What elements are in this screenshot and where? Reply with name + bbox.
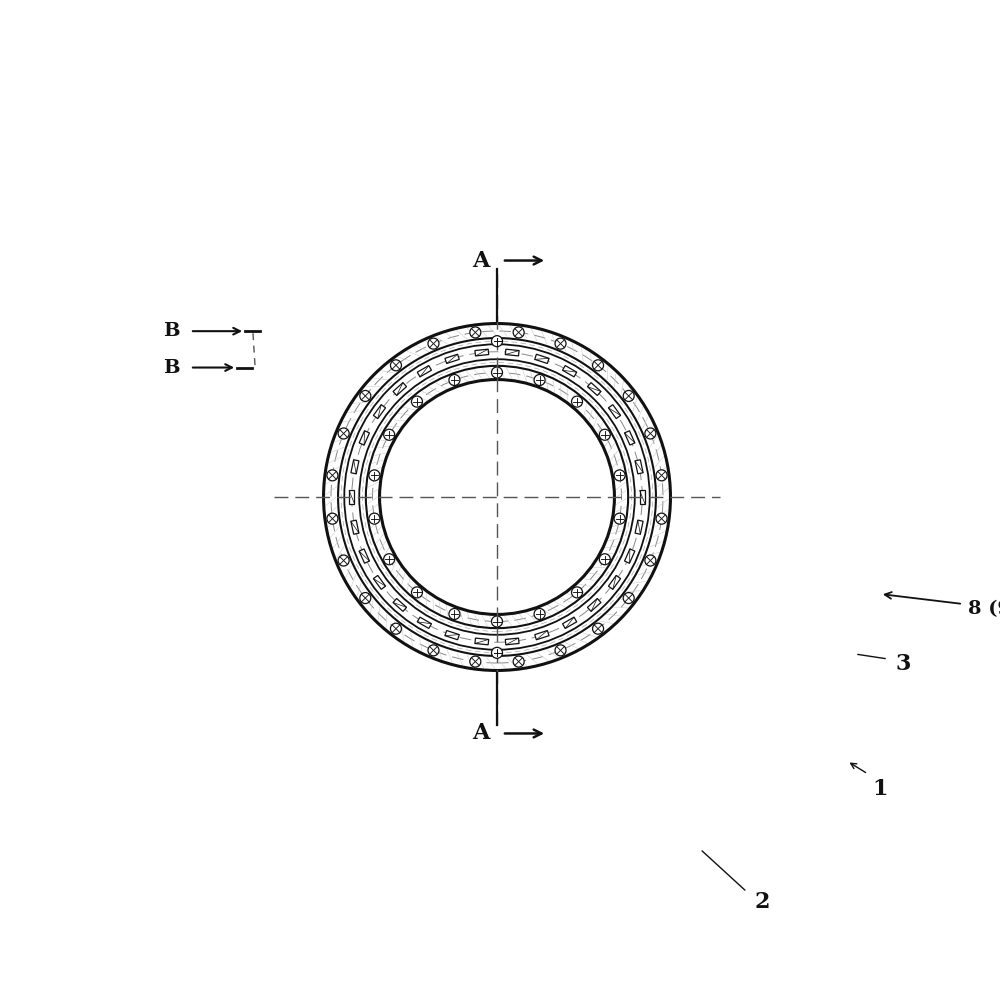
Polygon shape	[640, 490, 645, 504]
Circle shape	[623, 592, 634, 603]
Circle shape	[449, 608, 460, 619]
Circle shape	[593, 360, 604, 371]
Circle shape	[492, 367, 503, 378]
Text: A: A	[472, 249, 489, 271]
Polygon shape	[475, 638, 489, 645]
Polygon shape	[417, 617, 431, 628]
Polygon shape	[535, 354, 549, 364]
Circle shape	[492, 336, 503, 347]
Circle shape	[449, 375, 460, 386]
Text: A: A	[472, 723, 489, 745]
Text: B: B	[163, 322, 180, 340]
Polygon shape	[359, 549, 369, 564]
Polygon shape	[563, 617, 577, 628]
Polygon shape	[393, 383, 407, 396]
Circle shape	[572, 586, 583, 597]
Polygon shape	[351, 460, 359, 474]
Polygon shape	[373, 405, 386, 418]
Circle shape	[614, 513, 625, 524]
Text: 1: 1	[872, 778, 888, 800]
Text: B: B	[163, 359, 180, 377]
Text: 2: 2	[754, 891, 770, 913]
Polygon shape	[587, 598, 601, 611]
Circle shape	[645, 428, 656, 439]
Circle shape	[656, 513, 667, 524]
Polygon shape	[563, 366, 577, 377]
Circle shape	[599, 554, 610, 565]
Circle shape	[470, 656, 481, 667]
Text: 8 (9): 8 (9)	[968, 600, 1000, 618]
Polygon shape	[349, 490, 354, 504]
Circle shape	[411, 586, 422, 597]
Circle shape	[513, 327, 524, 338]
Circle shape	[338, 555, 349, 566]
Text: 3: 3	[895, 653, 911, 675]
Circle shape	[555, 645, 566, 656]
Polygon shape	[635, 460, 643, 474]
Circle shape	[492, 647, 503, 658]
Circle shape	[623, 391, 634, 402]
Circle shape	[614, 470, 625, 481]
Circle shape	[369, 470, 380, 481]
Circle shape	[327, 513, 338, 524]
Polygon shape	[535, 630, 549, 640]
Circle shape	[390, 623, 401, 634]
Polygon shape	[505, 349, 519, 356]
Circle shape	[645, 555, 656, 566]
Polygon shape	[635, 520, 643, 534]
Circle shape	[534, 608, 545, 619]
Circle shape	[572, 397, 583, 408]
Circle shape	[593, 623, 604, 634]
Circle shape	[369, 513, 380, 524]
Circle shape	[428, 645, 439, 656]
Circle shape	[390, 360, 401, 371]
Circle shape	[513, 656, 524, 667]
Circle shape	[384, 554, 395, 565]
Polygon shape	[417, 366, 431, 377]
Circle shape	[470, 327, 481, 338]
Polygon shape	[608, 405, 621, 418]
Circle shape	[360, 391, 371, 402]
Polygon shape	[475, 349, 489, 356]
Circle shape	[327, 470, 338, 481]
Circle shape	[555, 338, 566, 349]
Circle shape	[338, 428, 349, 439]
Polygon shape	[445, 630, 459, 640]
Polygon shape	[359, 430, 369, 445]
Polygon shape	[505, 638, 519, 645]
Polygon shape	[625, 430, 635, 445]
Polygon shape	[608, 576, 621, 589]
Circle shape	[599, 429, 610, 440]
Polygon shape	[373, 576, 386, 589]
Circle shape	[360, 592, 371, 603]
Circle shape	[384, 429, 395, 440]
Circle shape	[428, 338, 439, 349]
Circle shape	[492, 616, 503, 627]
Circle shape	[411, 397, 422, 408]
Polygon shape	[587, 383, 601, 396]
Polygon shape	[351, 520, 359, 534]
Polygon shape	[445, 354, 459, 364]
Circle shape	[534, 375, 545, 386]
Polygon shape	[625, 549, 635, 564]
Circle shape	[656, 470, 667, 481]
Polygon shape	[393, 598, 407, 611]
